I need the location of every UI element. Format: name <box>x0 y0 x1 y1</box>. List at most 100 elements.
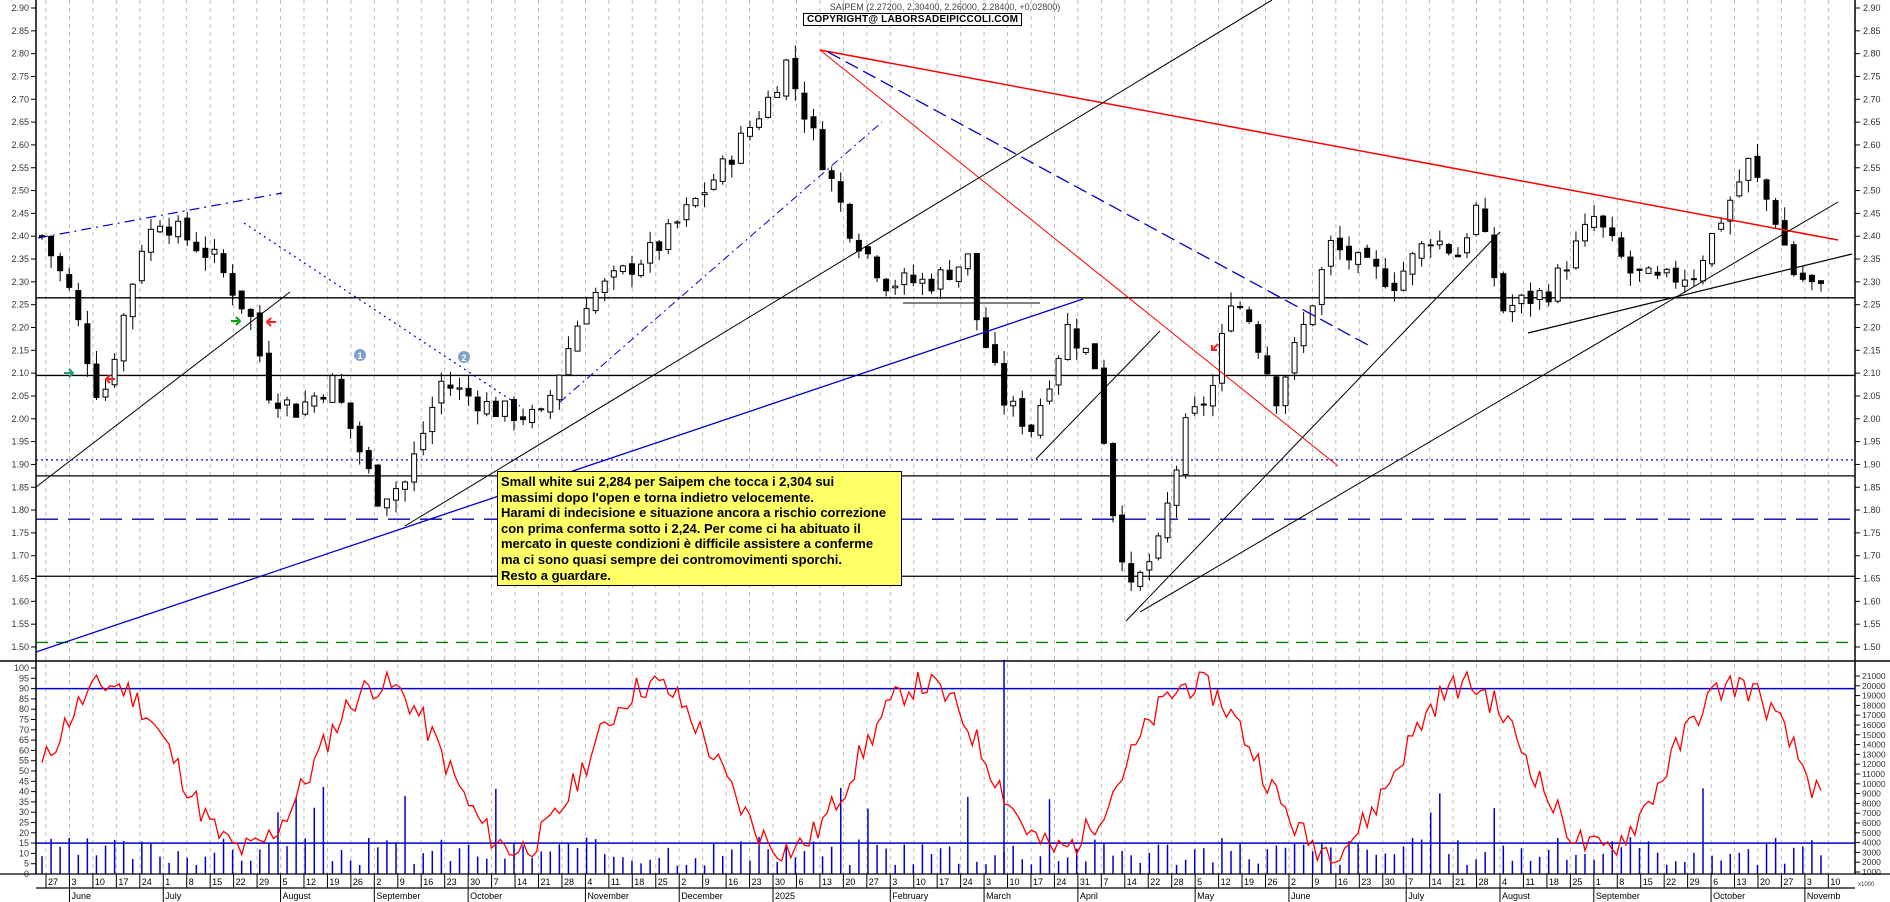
svg-text:30: 30 <box>470 877 480 887</box>
svg-text:2: 2 <box>376 877 381 887</box>
svg-text:2.30: 2.30 <box>1863 277 1881 287</box>
svg-text:July: July <box>1408 891 1425 901</box>
svg-text:1000: 1000 <box>1862 867 1881 877</box>
svg-text:9: 9 <box>400 877 405 887</box>
svg-text:7000: 7000 <box>1862 808 1881 818</box>
svg-text:1.55: 1.55 <box>1863 619 1881 629</box>
svg-text:2.50: 2.50 <box>11 186 29 196</box>
svg-text:2.15: 2.15 <box>1863 345 1881 355</box>
svg-text:10000: 10000 <box>1862 779 1886 789</box>
svg-text:2.65: 2.65 <box>11 117 29 127</box>
svg-text:May: May <box>1197 891 1215 901</box>
svg-text:23: 23 <box>1361 877 1371 887</box>
svg-text:2.20: 2.20 <box>1863 323 1881 333</box>
svg-text:1.80: 1.80 <box>11 505 29 515</box>
svg-text:28: 28 <box>1479 877 1489 887</box>
marker-1: 1 <box>357 351 362 361</box>
svg-text:6000: 6000 <box>1862 818 1881 828</box>
svg-text:21: 21 <box>1455 877 1465 887</box>
svg-text:October: October <box>470 891 502 901</box>
svg-text:15: 15 <box>19 838 29 848</box>
svg-text:31: 31 <box>1080 877 1090 887</box>
svg-text:10: 10 <box>1010 877 1020 887</box>
svg-text:2.35: 2.35 <box>1863 254 1881 264</box>
svg-text:8: 8 <box>189 877 194 887</box>
svg-text:2.10: 2.10 <box>1863 368 1881 378</box>
svg-text:1.85: 1.85 <box>1863 482 1881 492</box>
svg-text:1.60: 1.60 <box>1863 596 1881 606</box>
svg-text:3: 3 <box>1807 877 1812 887</box>
svg-text:1.50: 1.50 <box>1863 642 1881 652</box>
svg-text:24: 24 <box>963 877 973 887</box>
svg-text:June: June <box>71 891 91 901</box>
svg-text:4: 4 <box>1502 877 1507 887</box>
svg-text:2.10: 2.10 <box>11 368 29 378</box>
svg-text:7: 7 <box>1408 877 1413 887</box>
svg-text:2.80: 2.80 <box>11 49 29 59</box>
svg-text:4: 4 <box>587 877 592 887</box>
svg-text:21000: 21000 <box>1862 671 1886 681</box>
svg-text:26: 26 <box>1267 877 1277 887</box>
svg-text:8000: 8000 <box>1862 798 1881 808</box>
svg-text:1.95: 1.95 <box>11 437 29 447</box>
svg-text:7: 7 <box>494 877 499 887</box>
svg-text:100: 100 <box>14 663 29 673</box>
svg-text:12000: 12000 <box>1862 759 1886 769</box>
svg-text:12: 12 <box>1221 877 1231 887</box>
svg-text:2.70: 2.70 <box>1863 94 1881 104</box>
svg-text:1.90: 1.90 <box>1863 459 1881 469</box>
svg-text:13000: 13000 <box>1862 749 1886 759</box>
svg-text:16: 16 <box>423 877 433 887</box>
svg-text:27: 27 <box>48 877 58 887</box>
trend-lines <box>35 0 1853 653</box>
svg-text:17: 17 <box>1033 877 1043 887</box>
svg-text:17: 17 <box>939 877 949 887</box>
svg-text:2.50: 2.50 <box>1863 186 1881 196</box>
svg-text:2: 2 <box>1291 877 1296 887</box>
svg-text:55: 55 <box>19 756 29 766</box>
svg-text:21: 21 <box>540 877 550 887</box>
svg-text:16: 16 <box>1338 877 1348 887</box>
svg-text:28: 28 <box>564 877 574 887</box>
svg-text:25: 25 <box>1572 877 1582 887</box>
svg-text:9: 9 <box>705 877 710 887</box>
svg-text:22: 22 <box>1666 877 1676 887</box>
svg-text:5000: 5000 <box>1862 828 1881 838</box>
svg-text:7: 7 <box>1103 877 1108 887</box>
svg-text:45: 45 <box>19 776 29 786</box>
svg-text:2.90: 2.90 <box>1863 3 1881 13</box>
svg-text:22: 22 <box>1150 877 1160 887</box>
svg-text:20: 20 <box>19 828 29 838</box>
svg-text:19: 19 <box>329 877 339 887</box>
svg-text:14: 14 <box>1127 877 1137 887</box>
svg-text:23: 23 <box>447 877 457 887</box>
svg-text:2.85: 2.85 <box>11 26 29 36</box>
svg-text:14000: 14000 <box>1862 740 1886 750</box>
svg-text:3000: 3000 <box>1862 847 1881 857</box>
svg-text:40: 40 <box>19 787 29 797</box>
svg-text:2.60: 2.60 <box>11 140 29 150</box>
svg-text:2.55: 2.55 <box>11 163 29 173</box>
svg-text:16: 16 <box>728 877 738 887</box>
svg-text:14: 14 <box>517 877 527 887</box>
svg-text:2000: 2000 <box>1862 857 1881 867</box>
svg-text:1: 1 <box>165 877 170 887</box>
svg-text:2.45: 2.45 <box>11 208 29 218</box>
svg-text:2025: 2025 <box>775 891 795 901</box>
svg-text:February: February <box>892 891 929 901</box>
svg-text:5: 5 <box>24 859 29 869</box>
svg-text:18: 18 <box>1549 877 1559 887</box>
svg-text:1: 1 <box>1596 877 1601 887</box>
svg-text:2.25: 2.25 <box>1863 300 1881 310</box>
analysis-note: Small white sui 2,284 per Saipem che toc… <box>497 471 902 586</box>
svg-text:2.40: 2.40 <box>1863 231 1881 241</box>
svg-text:35: 35 <box>19 797 29 807</box>
svg-text:8: 8 <box>1619 877 1624 887</box>
svg-text:Novemb: Novemb <box>1807 891 1841 901</box>
svg-text:2.60: 2.60 <box>1863 140 1881 150</box>
svg-text:19: 19 <box>1244 877 1254 887</box>
svg-text:18000: 18000 <box>1862 700 1886 710</box>
svg-text:1.95: 1.95 <box>1863 437 1881 447</box>
copyright-label: COPYRIGHT@ LABORSADEIPICCOLI.COM <box>803 13 1023 26</box>
svg-text:December: December <box>681 891 723 901</box>
